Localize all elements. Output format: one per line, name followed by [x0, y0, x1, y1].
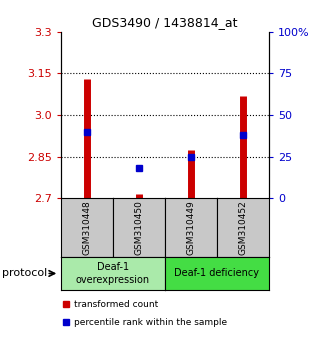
- Text: GSM310449: GSM310449: [186, 200, 195, 255]
- Text: transformed count: transformed count: [74, 300, 158, 309]
- Text: protocol: protocol: [2, 268, 47, 279]
- Text: percentile rank within the sample: percentile rank within the sample: [74, 318, 227, 327]
- Text: GSM310448: GSM310448: [82, 200, 91, 255]
- Text: Deaf-1
overexpression: Deaf-1 overexpression: [76, 262, 150, 285]
- Text: Deaf-1 deficiency: Deaf-1 deficiency: [174, 268, 259, 279]
- Text: GSM310450: GSM310450: [134, 200, 143, 255]
- Text: GSM310452: GSM310452: [238, 200, 247, 255]
- Title: GDS3490 / 1438814_at: GDS3490 / 1438814_at: [92, 16, 237, 29]
